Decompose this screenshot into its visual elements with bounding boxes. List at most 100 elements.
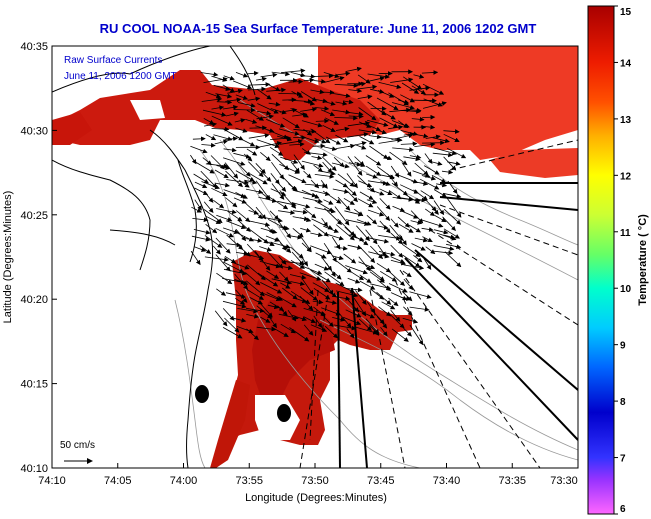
- current-vector: [431, 161, 443, 166]
- current-vector: [348, 161, 362, 167]
- inset-title: Raw Surface Currents: [64, 55, 162, 66]
- current-vector: [419, 178, 440, 190]
- current-vector: [423, 165, 440, 175]
- current-vector: [266, 292, 284, 301]
- current-vector: [201, 181, 220, 190]
- current-vector: [260, 72, 278, 78]
- current-vector: [443, 228, 460, 239]
- current-vector: [320, 109, 336, 117]
- current-vector: [359, 136, 375, 145]
- current-vector: [246, 148, 258, 156]
- current-vector: [345, 287, 363, 293]
- current-vector: [194, 161, 215, 174]
- current-vector: [204, 122, 217, 127]
- current-vector: [224, 136, 238, 142]
- current-vector: [191, 206, 202, 213]
- current-vector: [256, 88, 272, 100]
- current-vector: [401, 82, 420, 94]
- current-vector: [234, 297, 246, 305]
- current-vector: [313, 164, 324, 173]
- current-vector: [222, 308, 235, 321]
- current-vector: [235, 136, 256, 147]
- current-vector: [260, 227, 278, 234]
- current-vector: [280, 156, 299, 164]
- current-vector: [236, 251, 249, 256]
- current-vector: [358, 256, 371, 272]
- current-vector: [358, 318, 372, 331]
- current-vector: [431, 206, 439, 215]
- x-tick-label: 73:30: [550, 475, 578, 487]
- current-vector: [205, 163, 229, 169]
- current-vector: [379, 270, 397, 282]
- current-vector: [310, 324, 328, 332]
- transect-dashed: [399, 269, 541, 468]
- x-tick-label: 74:10: [38, 475, 66, 487]
- current-vector: [281, 287, 298, 300]
- current-vector: [310, 89, 325, 95]
- current-vector: [370, 245, 384, 260]
- current-vector: [325, 300, 338, 305]
- transect-solid: [404, 257, 578, 441]
- current-vector: [246, 313, 260, 319]
- current-vector: [348, 270, 365, 281]
- current-vector: [366, 199, 378, 204]
- transect-dashed: [394, 279, 481, 468]
- current-vector: [411, 85, 426, 95]
- current-vector: [289, 274, 307, 280]
- current-vector: [211, 126, 230, 132]
- current-vector: [370, 308, 385, 325]
- current-vector: [292, 314, 307, 322]
- current-vector: [368, 251, 390, 259]
- current-vector: [320, 180, 328, 189]
- current-vector: [301, 189, 320, 199]
- current-vector: [366, 119, 389, 127]
- current-vector: [310, 245, 332, 255]
- current-vector: [368, 324, 380, 336]
- current-vector: [303, 207, 317, 219]
- current-vector: [205, 134, 217, 141]
- current-vector: [301, 148, 311, 155]
- current-vector: [234, 118, 246, 123]
- current-vector: [313, 78, 326, 84]
- current-vector: [444, 234, 456, 240]
- current-vector: [223, 75, 235, 81]
- x-tick-label: 74:05: [104, 475, 132, 487]
- current-vector: [336, 71, 351, 77]
- current-vector: [423, 101, 447, 109]
- y-axis: 40:10 40:15 40:20 40:25 40:30 40:35: [20, 41, 57, 475]
- current-vector: [354, 81, 367, 87]
- current-vector: [257, 103, 279, 114]
- current-vector: [256, 139, 280, 149]
- current-vector: [354, 161, 366, 167]
- current-vector: [315, 252, 327, 259]
- current-vector: [288, 183, 298, 192]
- current-vector: [424, 208, 436, 217]
- current-vector: [214, 169, 229, 179]
- current-vector: [211, 105, 225, 111]
- current-vector: [390, 292, 408, 301]
- current-vector: [348, 88, 363, 94]
- current-vector: [260, 292, 282, 301]
- current-vector: [345, 219, 370, 227]
- current-vector: [321, 217, 328, 227]
- current-vector: [260, 316, 271, 323]
- current-vector: [323, 146, 337, 152]
- current-vector: [303, 170, 312, 179]
- current-vector: [216, 165, 231, 171]
- current-vector: [223, 268, 248, 276]
- current-vector: [323, 76, 345, 83]
- current-vector: [204, 256, 229, 262]
- current-vector: [366, 76, 385, 83]
- current-vector: [321, 156, 337, 172]
- current-vector: [213, 199, 225, 209]
- current-vector: [443, 129, 460, 134]
- current-vector: [414, 197, 427, 203]
- current-vector: [291, 91, 304, 98]
- current-vector: [402, 76, 423, 90]
- current-vector: [412, 170, 431, 178]
- current-vector: [388, 190, 402, 200]
- current-vector: [259, 141, 282, 148]
- colorbar-tick-label: 9: [620, 341, 626, 352]
- current-vector: [302, 197, 323, 204]
- current-vector: [235, 170, 255, 182]
